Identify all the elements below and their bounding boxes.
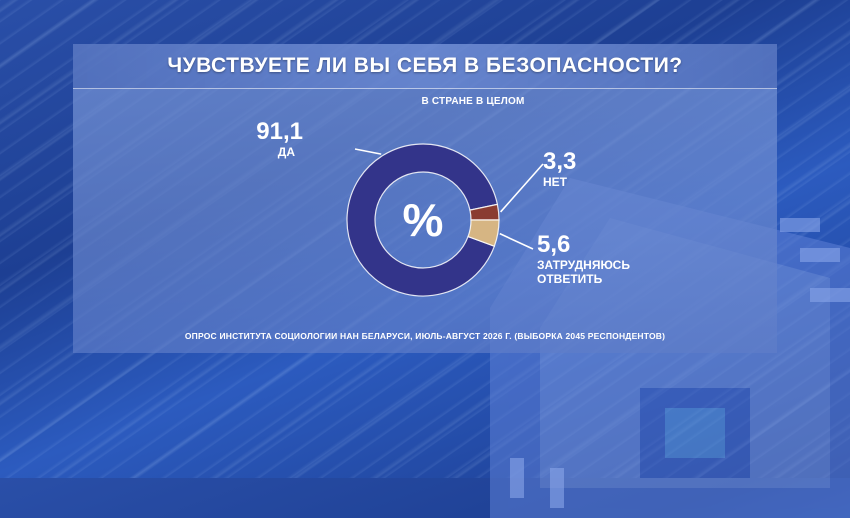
title-bar: ЧУВСТВУЕТЕ ЛИ ВЫ СЕБЯ В БЕЗОПАСНОСТИ?	[73, 44, 777, 89]
leader-line	[499, 232, 534, 250]
slice-category-label: ДА	[278, 145, 296, 159]
donut-slice-undecided	[467, 219, 500, 247]
slice-category-label: НЕТ	[543, 175, 568, 189]
slice-value-label: 3,3	[543, 148, 576, 175]
slice-value-label: 91,1	[256, 118, 303, 145]
slice-value-label: 5,6	[537, 231, 570, 258]
chart-panel: ЧУВСТВУЕТЕ ЛИ ВЫ СЕБЯ В БЕЗОПАСНОСТИ? В …	[73, 44, 777, 353]
slice-category-label: ОТВЕТИТЬ	[537, 272, 603, 286]
leader-line	[354, 148, 382, 155]
center-percent-symbol: %	[403, 194, 444, 246]
chart-title: ЧУВСТВУЕТЕ ЛИ ВЫ СЕБЯ В БЕЗОПАСНОСТИ?	[167, 54, 683, 77]
slice-category-label: ЗАТРУДНЯЮСЬ	[537, 258, 630, 272]
chart-subtitle: В СТРАНЕ В ЦЕЛОМ	[421, 96, 525, 107]
source-footnote: ОПРОС ИНСТИТУТА СОЦИОЛОГИИ НАН БЕЛАРУСИ,…	[184, 331, 666, 341]
donut-slice-yes	[346, 143, 499, 297]
leader-line	[499, 163, 544, 213]
